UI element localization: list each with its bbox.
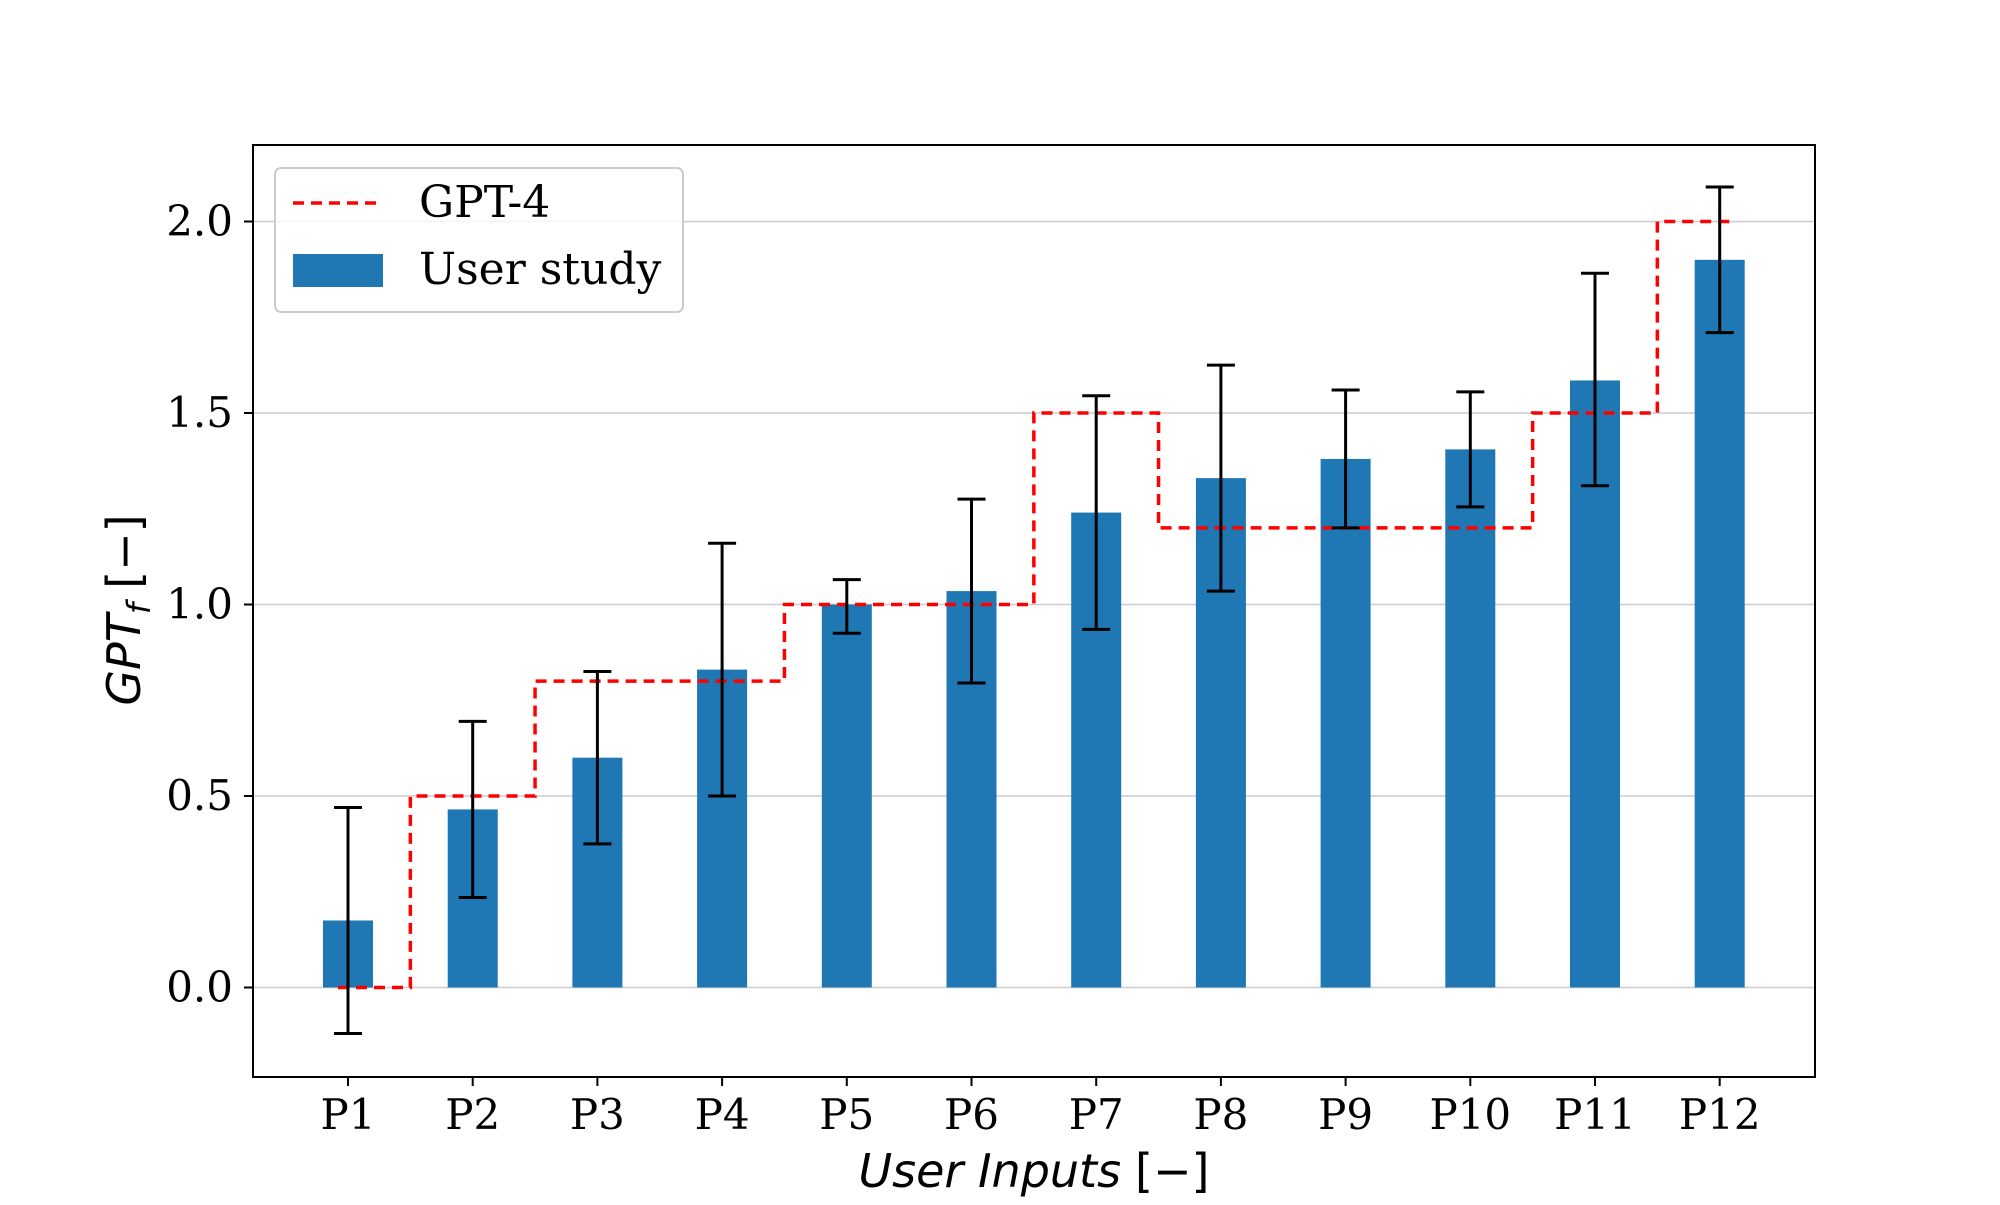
bar-p12	[1694, 259, 1745, 988]
y-axis-ticks: 0.0 0.5 1.0 1.5 2.0	[166, 197, 253, 1012]
bar-p9	[1320, 458, 1371, 988]
y-tick-label: 1.0	[166, 580, 233, 629]
y-axis-title: GPTf[−]	[97, 514, 158, 705]
x-tick-label: P3	[570, 1090, 625, 1139]
x-tick-label: P11	[1554, 1090, 1636, 1139]
x-tick-label: P7	[1069, 1090, 1124, 1139]
x-tick-label: P8	[1193, 1090, 1248, 1139]
legend-user-study-label: User study	[419, 244, 661, 295]
gpt4-step-path	[338, 219, 1730, 990]
x-tick-label: P4	[695, 1090, 750, 1139]
x-tick-label: P10	[1429, 1090, 1511, 1139]
legend-gpt4-label: GPT-4	[419, 177, 550, 228]
y-tick-label: 2.0	[166, 197, 233, 246]
x-tick-label: P12	[1679, 1090, 1761, 1139]
y-tick-label: 1.5	[166, 388, 233, 437]
legend: GPT-4 User study	[274, 167, 684, 313]
x-axis-ticks: P1 P2 P3 P4 P5 P6 P7 P8 P9 P10 P11 P12	[321, 1077, 1761, 1139]
x-axis-title: User Inputs [−]	[859, 1144, 1210, 1198]
x-tick-label: P1	[321, 1090, 376, 1139]
x-tick-label: P2	[445, 1090, 500, 1139]
x-tick-label: P9	[1318, 1090, 1373, 1139]
y-tick-label: 0.0	[166, 963, 233, 1012]
x-tick-label: P5	[819, 1090, 874, 1139]
gpt4-step-line	[338, 219, 1730, 990]
bar-p5	[821, 604, 872, 988]
error-bars	[334, 185, 1734, 1035]
bars	[323, 259, 1745, 988]
bar-p10	[1445, 449, 1496, 988]
legend-user-study-swatch	[293, 254, 383, 287]
y-tick-label: 0.5	[166, 771, 233, 820]
plot-frame	[252, 144, 1816, 1078]
x-tick-label: P6	[944, 1090, 999, 1139]
